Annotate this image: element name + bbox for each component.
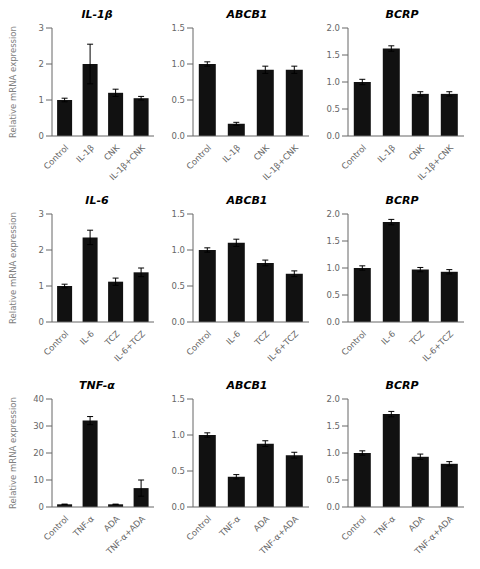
svg-text:CNK: CNK [102,142,122,162]
svg-text:1.0: 1.0 [326,263,340,273]
svg-text:Control: Control [339,514,368,543]
html-text:ABCB1: ABCB1 [226,379,268,393]
svg-text:0.0: 0.0 [326,502,340,512]
svg-text:1.5: 1.5 [326,50,340,60]
html-text:IL-6: IL-6 [85,193,109,207]
svg-text:0.5: 0.5 [171,466,185,476]
html-text:ABCB1: ABCB1 [226,8,268,21]
svg-text:ADA: ADA [406,514,426,534]
svg-text:TCZ: TCZ [407,328,427,348]
svg-text:0.5: 0.5 [326,475,340,485]
svg-text:1.5: 1.5 [171,23,185,33]
svg-text:IL-1β: IL-1β [74,143,96,165]
svg-text:Control: Control [42,143,71,172]
svg-text:IL-1β: IL-1β [220,143,242,165]
svg-text:1.5: 1.5 [326,421,340,431]
svg-text:Relative mRNA expression: Relative mRNA expression [8,212,18,324]
svg-text:Control: Control [42,514,71,543]
svg-text:Control: Control [184,514,213,543]
svg-text:30: 30 [33,421,44,431]
svg-text:IL-6: IL-6 [224,328,242,346]
svg-text:Control: Control [339,143,368,172]
svg-text:2.0: 2.0 [326,23,340,33]
html-text:TNF-α: TNF-α [79,379,115,393]
svg-text:40: 40 [33,394,44,404]
svg-text:TNF-α: TNF-α [372,514,398,540]
svg-text:10: 10 [33,475,44,485]
svg-text:IL-1β+CNK: IL-1β+CNK [261,142,301,182]
html-text:BCRP: BCRP [385,8,419,21]
svg-text:TCZ: TCZ [252,328,272,348]
svg-text:0.0: 0.0 [326,317,340,327]
svg-text:1.5: 1.5 [171,394,185,404]
svg-text:TNF-α: TNF-α [217,514,243,540]
svg-text:IL-6+TCZ: IL-6+TCZ [265,328,300,363]
svg-text:TCZ: TCZ [102,328,122,348]
svg-text:2: 2 [39,245,44,255]
svg-text:IL-6+TCZ: IL-6+TCZ [420,328,455,363]
svg-text:2.0: 2.0 [326,394,340,404]
svg-text:1.0: 1.0 [171,59,185,69]
svg-text:TNF-α+ADA: TNF-α+ADA [104,514,147,557]
svg-text:0.0: 0.0 [171,317,185,327]
svg-text:ADA: ADA [251,514,271,534]
svg-text:TNF-α+ADA: TNF-α+ADA [257,514,300,557]
svg-text:2: 2 [39,59,44,69]
svg-text:Control: Control [339,328,368,357]
svg-text:Control: Control [184,328,213,357]
svg-text:CNK: CNK [406,142,426,162]
html-text:IL-1β: IL-1β [81,8,113,21]
svg-text:0.5: 0.5 [326,290,340,300]
svg-text:1.0: 1.0 [326,448,340,458]
svg-text:0.5: 0.5 [171,281,185,291]
svg-text:2.0: 2.0 [326,209,340,219]
svg-text:Control: Control [184,143,213,172]
html-text:BCRP: BCRP [385,379,419,393]
svg-text:0.5: 0.5 [326,104,340,114]
svg-text:IL-6: IL-6 [379,328,397,346]
svg-text:1: 1 [39,95,44,105]
svg-text:IL-1β+CNK: IL-1β+CNK [107,142,147,182]
svg-text:3: 3 [39,209,44,219]
svg-text:0: 0 [39,502,44,512]
svg-text:Control: Control [42,328,71,357]
svg-text:Relative mRNA expression: Relative mRNA expression [8,397,18,509]
svg-text:1.0: 1.0 [326,77,340,87]
svg-text:1: 1 [39,281,44,291]
svg-text:IL-1β+CNK: IL-1β+CNK [416,142,456,182]
svg-text:IL-6+TCZ: IL-6+TCZ [112,328,147,363]
html-text:ABCB1: ABCB1 [226,193,268,207]
svg-text:0: 0 [39,317,44,327]
svg-text:ADA: ADA [102,514,122,534]
svg-text:IL-1β: IL-1β [375,143,397,165]
svg-text:20: 20 [33,448,44,458]
svg-text:3: 3 [39,23,44,33]
svg-text:1.0: 1.0 [171,245,185,255]
svg-text:1.0: 1.0 [171,430,185,440]
svg-text:Relative mRNA expression: Relative mRNA expression [8,26,18,138]
svg-text:CNK: CNK [251,142,271,162]
svg-text:1.5: 1.5 [171,209,185,219]
svg-text:0.0: 0.0 [326,131,340,141]
svg-text:1.5: 1.5 [326,236,340,246]
svg-text:TNF-α: TNF-α [70,514,96,540]
svg-text:IL-6: IL-6 [78,328,96,346]
svg-text:0.0: 0.0 [171,502,185,512]
svg-text:TNF-α+ADA: TNF-α+ADA [412,514,455,557]
svg-text:0.0: 0.0 [171,131,185,141]
svg-text:0: 0 [39,131,44,141]
svg-text:0.5: 0.5 [171,95,185,105]
html-text:BCRP: BCRP [385,193,419,207]
